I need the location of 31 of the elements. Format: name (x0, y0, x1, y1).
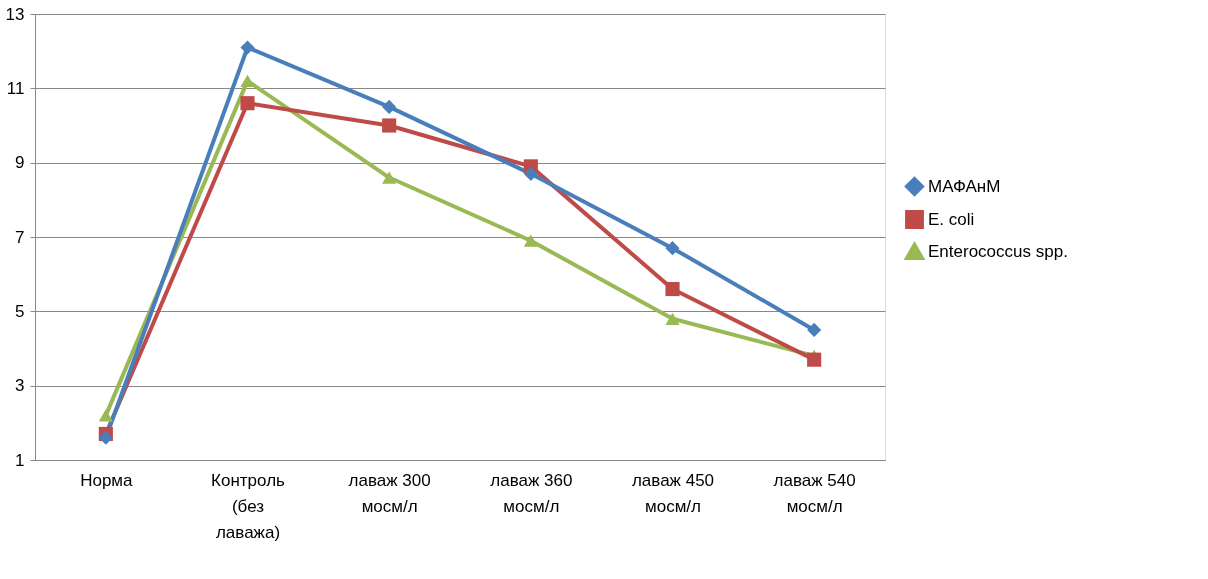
point (523, 234, 538, 247)
point (98, 409, 113, 422)
y-tick-label: 7 (15, 227, 25, 247)
x-tick-label: Контроль (без лаважа) (211, 470, 286, 542)
point (382, 171, 397, 184)
x-tick-label: лаваж 450 мосм/л (631, 470, 715, 516)
point (382, 118, 397, 133)
y-tick-label: 5 (15, 301, 25, 321)
x-tick-label: Норма (80, 470, 134, 490)
point (665, 241, 680, 256)
y-tick-label: 9 (15, 153, 25, 173)
y-tick-label: 1 (15, 450, 25, 470)
point (240, 40, 255, 55)
point (807, 322, 822, 337)
x-tick-label: лаваж 360 мосм/л (490, 470, 573, 516)
point (240, 96, 255, 111)
point (523, 166, 538, 181)
y-tick-label: 3 (15, 376, 25, 396)
point (240, 74, 255, 88)
x-tick-label: лаваж 540 мосм/л (773, 470, 856, 516)
point (382, 99, 397, 114)
x-tick-label: лаваж 300 мосм/л (348, 470, 431, 516)
legend-label: Enterococcus spp. (928, 241, 1068, 261)
y-tick-label: 11 (6, 78, 25, 98)
y-tick-label: 13 (5, 4, 25, 24)
legend-label: E. coli (928, 209, 975, 229)
point (665, 312, 680, 325)
point (807, 352, 822, 367)
legend-label: МАФАнМ (928, 176, 1001, 196)
point (665, 281, 680, 297)
point (98, 430, 113, 445)
